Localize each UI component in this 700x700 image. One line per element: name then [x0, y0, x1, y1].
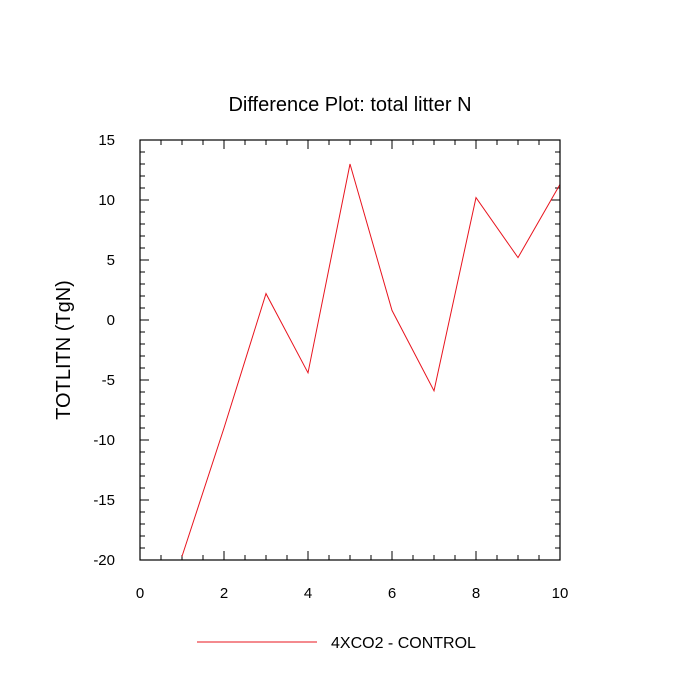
x-tick-label: 10 — [552, 585, 569, 602]
series-line — [181, 163, 561, 557]
y-tick-label: 10 — [98, 192, 115, 209]
x-tick-label: 8 — [472, 585, 480, 602]
y-axis-label: TOTLITN (TgN) — [53, 280, 75, 420]
y-tick-label: 5 — [107, 252, 115, 269]
plot-frame — [139, 139, 561, 561]
x-tick-label: 2 — [220, 585, 228, 602]
tick-labels: 0 2 4 6 8 10 -20 -15 -10 -5 0 5 10 15 — [93, 132, 568, 602]
y-tick-label: -20 — [93, 552, 115, 569]
y-tick-label: -5 — [102, 372, 115, 389]
series-lines — [181, 163, 561, 557]
x-tick-label: 4 — [304, 585, 312, 602]
legend: 4XCO2 - CONTROL — [197, 635, 476, 652]
y-tick-label: -15 — [93, 492, 115, 509]
chart-title: Difference Plot: total litter N — [228, 94, 471, 116]
y-tick-label: 15 — [98, 132, 115, 149]
y-tick-label: -10 — [93, 432, 115, 449]
x-tick-label: 6 — [388, 585, 396, 602]
x-tick-label: 0 — [136, 585, 144, 602]
y-tick-label: 0 — [107, 312, 115, 329]
axis-ticks — [139, 139, 561, 561]
legend-label: 4XCO2 - CONTROL — [331, 635, 476, 652]
